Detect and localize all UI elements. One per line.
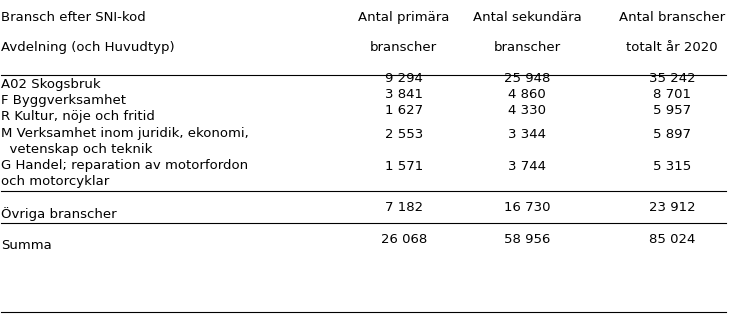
Text: 16 730: 16 730	[504, 201, 551, 214]
Text: 1 627: 1 627	[384, 104, 423, 117]
Text: 85 024: 85 024	[649, 233, 695, 246]
Text: 5 897: 5 897	[653, 128, 691, 141]
Text: 4 330: 4 330	[508, 104, 546, 117]
Text: 8 701: 8 701	[653, 88, 691, 101]
Text: A02 Skogsbruk: A02 Skogsbruk	[1, 78, 101, 91]
Text: vetenskap och teknik: vetenskap och teknik	[1, 143, 153, 156]
Text: 25 948: 25 948	[504, 72, 551, 85]
Text: 3 841: 3 841	[384, 88, 423, 101]
Text: G Handel; reparation av motorfordon: G Handel; reparation av motorfordon	[1, 159, 249, 172]
Text: 3 344: 3 344	[508, 128, 546, 141]
Text: Summa: Summa	[1, 239, 52, 253]
Text: F Byggverksamhet: F Byggverksamhet	[1, 94, 126, 107]
Text: M Verksamhet inom juridik, ekonomi,: M Verksamhet inom juridik, ekonomi,	[1, 127, 249, 140]
Text: 2 553: 2 553	[384, 128, 423, 141]
Text: R Kultur, nöje och fritid: R Kultur, nöje och fritid	[1, 110, 155, 123]
Text: branscher: branscher	[370, 41, 438, 54]
Text: 9 294: 9 294	[384, 72, 423, 85]
Text: 26 068: 26 068	[381, 233, 427, 246]
Text: och motorcyklar: och motorcyklar	[1, 175, 110, 188]
Text: Antal primära: Antal primära	[358, 11, 449, 24]
Text: totalt år 2020: totalt år 2020	[627, 41, 718, 54]
Text: 5 315: 5 315	[653, 161, 692, 173]
Text: Antal sekundära: Antal sekundära	[472, 11, 582, 24]
Text: Antal branscher: Antal branscher	[619, 11, 725, 24]
Text: 35 242: 35 242	[649, 72, 695, 85]
Text: Bransch efter SNI-kod: Bransch efter SNI-kod	[1, 11, 146, 24]
Text: 3 744: 3 744	[508, 161, 546, 173]
Text: Övriga branscher: Övriga branscher	[1, 207, 117, 221]
Text: 23 912: 23 912	[649, 201, 695, 214]
Text: 58 956: 58 956	[504, 233, 551, 246]
Text: 4 860: 4 860	[508, 88, 546, 101]
Text: 1 571: 1 571	[384, 161, 423, 173]
Text: 7 182: 7 182	[384, 201, 423, 214]
Text: 5 957: 5 957	[653, 104, 691, 117]
Text: Avdelning (och Huvudtyp): Avdelning (och Huvudtyp)	[1, 41, 175, 54]
Text: branscher: branscher	[494, 41, 561, 54]
